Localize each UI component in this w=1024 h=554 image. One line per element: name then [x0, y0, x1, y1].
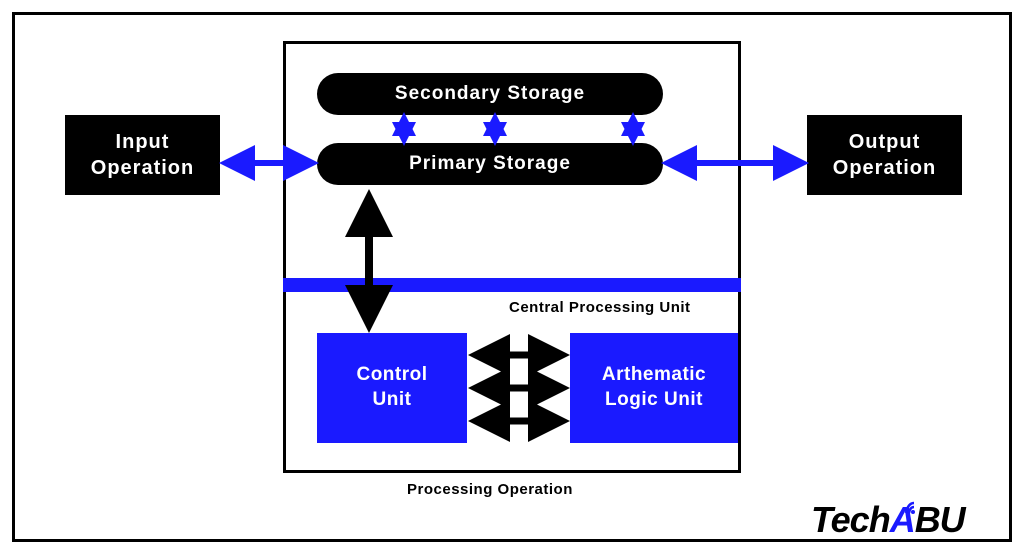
diagram-frame: Input Operation Output Operation Seconda…: [12, 12, 1012, 542]
brand-logo: TechABU: [811, 499, 965, 541]
signal-icon: [904, 493, 928, 517]
logo-prefix: Tech: [811, 499, 890, 540]
logo-accent: A: [890, 499, 915, 541]
arrows-layer: [15, 15, 1015, 545]
